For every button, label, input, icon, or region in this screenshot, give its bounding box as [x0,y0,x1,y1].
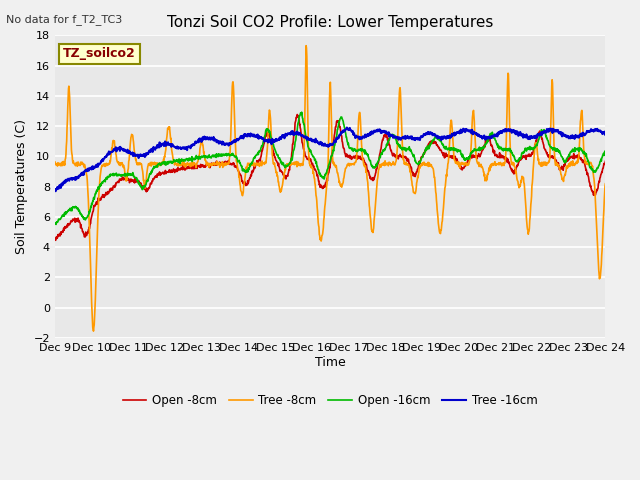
Tree -8cm [365,195,372,201]
Open -16cm [298,109,305,115]
Title: Tonzi Soil CO2 Profile: Lower Temperatures: Tonzi Soil CO2 Profile: Lower Temperatur… [167,15,493,30]
Open -8cm [293,112,301,118]
Open -16cm [94,185,102,191]
Tree -8cm [296,162,304,168]
Open -16cm [51,220,59,226]
Tree -16cm [307,136,314,142]
Open -8cm [602,158,609,164]
X-axis label: Time: Time [315,356,346,369]
Tree -8cm [302,43,310,48]
Tree -8cm [51,159,59,165]
Open -8cm [297,126,305,132]
Line: Tree -8cm: Tree -8cm [55,46,605,331]
Tree -8cm [285,163,292,168]
Text: No data for f_T2_TC3: No data for f_T2_TC3 [6,14,123,25]
Tree -8cm [116,163,124,168]
Open -8cm [307,156,314,162]
Tree -8cm [602,181,609,187]
Open -8cm [51,237,59,242]
Open -16cm [365,156,372,162]
Open -8cm [94,197,102,203]
Tree -16cm [51,187,59,192]
Tree -8cm [90,328,97,334]
Open -16cm [116,173,124,179]
Line: Open -16cm: Open -16cm [55,112,605,225]
Tree -16cm [52,188,60,194]
Open -8cm [52,238,60,243]
Y-axis label: Soil Temperatures (C): Soil Temperatures (C) [15,119,28,254]
Line: Open -8cm: Open -8cm [55,115,605,240]
Line: Tree -16cm: Tree -16cm [55,128,605,191]
Tree -8cm [94,215,102,221]
Tree -16cm [602,129,609,135]
Tree -8cm [307,162,314,168]
Tree -16cm [343,125,351,131]
Text: TZ_soilco2: TZ_soilco2 [63,48,136,60]
Tree -16cm [365,132,372,138]
Open -8cm [116,178,124,183]
Open -16cm [52,222,60,228]
Tree -16cm [94,164,102,169]
Legend: Open -8cm, Tree -8cm, Open -16cm, Tree -16cm: Open -8cm, Tree -8cm, Open -16cm, Tree -… [118,389,542,412]
Open -8cm [365,169,372,175]
Open -16cm [285,162,292,168]
Open -16cm [296,111,304,117]
Tree -16cm [285,131,292,136]
Open -16cm [307,147,314,153]
Open -8cm [285,168,292,173]
Tree -16cm [116,144,124,150]
Tree -16cm [296,132,304,138]
Open -16cm [602,150,609,156]
